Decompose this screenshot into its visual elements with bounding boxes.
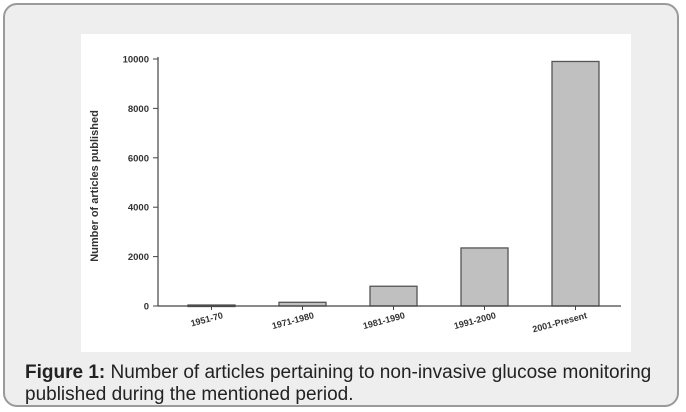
x-tick-label: 1991-2000 xyxy=(453,310,497,331)
figure-frame: 0 2000 4000 6000 8000 10000 1951-70 1971-1980 1… xyxy=(3,3,679,407)
bars-group xyxy=(187,60,600,308)
y-tick-label: 4000 xyxy=(128,203,149,214)
y-tick-label: 10000 xyxy=(123,55,149,66)
x-tick-label: 1981-1990 xyxy=(362,310,406,331)
x-tick-label: 1951-70 xyxy=(190,310,224,328)
caption-text: Number of articles pertaining to non-inv… xyxy=(25,362,652,405)
y-tick-label: 6000 xyxy=(128,153,149,164)
x-axis: 1951-70 1971-1980 1981-1990 1991-2000 2001-P… xyxy=(158,305,621,334)
bar xyxy=(369,285,418,307)
y-tick-label: 0 xyxy=(144,302,149,313)
bar xyxy=(460,247,509,307)
y-axis-label: Number of articles published xyxy=(89,110,101,262)
caption-lead: Figure 1: xyxy=(25,362,106,383)
y-axis: 0 2000 4000 6000 8000 10000 xyxy=(123,55,159,313)
plot-panel: 0 2000 4000 6000 8000 10000 1951-70 1971-1980 1… xyxy=(81,34,631,352)
figure-caption: Figure 1: Number of articles pertaining … xyxy=(25,362,665,406)
bar xyxy=(551,60,600,307)
x-tick-label: 1971-1980 xyxy=(271,310,315,331)
y-tick-label: 8000 xyxy=(128,104,149,115)
x-tick-label: 2001-Present xyxy=(531,310,588,334)
y-tick-label: 2000 xyxy=(128,252,149,263)
